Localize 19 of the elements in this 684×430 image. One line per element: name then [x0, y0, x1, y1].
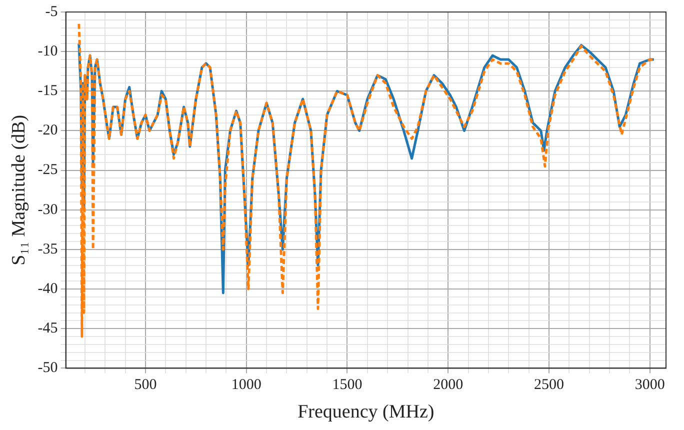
- y-tick-label: -10: [38, 44, 58, 60]
- x-tick-label: 500: [134, 377, 157, 394]
- line-series: [78, 22, 656, 338]
- x-tick-label: 1000: [231, 377, 262, 394]
- x-tick-label: 3000: [634, 377, 665, 394]
- y-axis-title: S₁₁ Magnitude (dB): [8, 114, 30, 266]
- y-tick-label: -45: [38, 320, 58, 337]
- y-tick-label: -35: [38, 241, 58, 258]
- y-tick-label: -25: [38, 162, 58, 178]
- y-tick-label: -20: [38, 122, 58, 139]
- y-tick-label: -15: [38, 83, 58, 100]
- y-tick-label: -40: [38, 280, 58, 297]
- y-tick-label: -50: [38, 360, 58, 376]
- x-tick-label: 2500: [534, 377, 564, 394]
- x-tick-label: 1500: [332, 377, 362, 394]
- y-tick-label: -30: [38, 202, 58, 218]
- x-tick-label: 2000: [433, 377, 464, 394]
- y-tick-label: -5: [45, 4, 58, 20]
- x-axis-title: Frequency (MHz): [298, 402, 434, 423]
